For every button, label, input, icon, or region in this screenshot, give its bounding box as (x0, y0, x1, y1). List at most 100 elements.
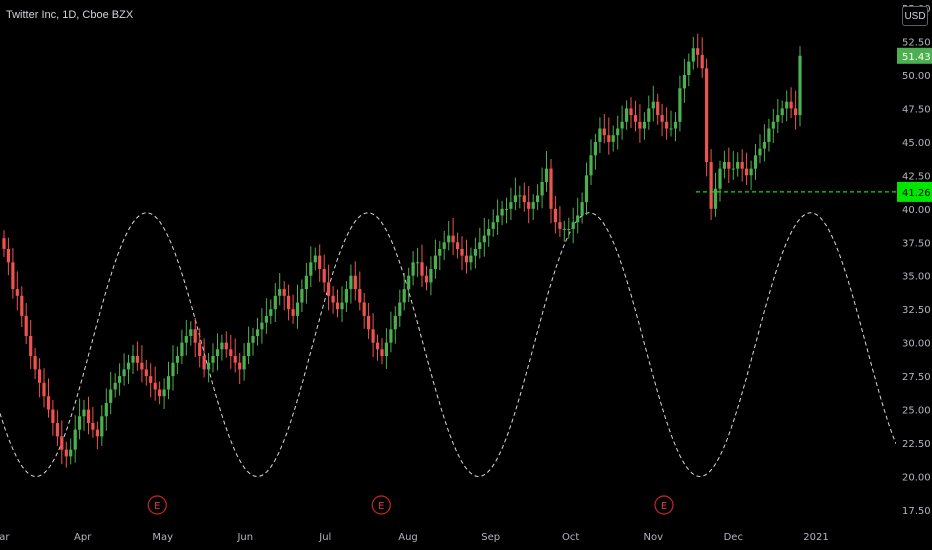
price-tick-label: 45.00 (902, 138, 931, 149)
candle-body (273, 295, 277, 310)
candle-body (420, 262, 424, 276)
candle-body (642, 121, 646, 129)
candle-body (86, 409, 91, 423)
candle-body (389, 329, 393, 343)
price-tick-label: 25.00 (902, 406, 931, 417)
earnings-label: E (661, 501, 667, 512)
last-price-label: 51.43 (902, 52, 931, 63)
candle-body (571, 222, 575, 229)
candle-body (451, 235, 455, 243)
last-price-tag (897, 47, 932, 64)
candle-body (393, 315, 397, 330)
candle-body (700, 54, 704, 69)
candle-body (349, 275, 353, 290)
candle-body (64, 449, 68, 457)
candles (2, 33, 802, 468)
symbol-title[interactable]: Twitter Inc, 1D, Cboe BZX (6, 9, 134, 21)
currency-button[interactable]: USD (902, 6, 928, 26)
candle-body (149, 376, 153, 383)
candle-body (584, 175, 589, 203)
candle-body (242, 356, 246, 370)
candle-body (304, 275, 308, 290)
candle-body (171, 362, 175, 377)
price-tick-label: 22.50 (902, 439, 931, 450)
candle-body (38, 369, 42, 383)
candle-body (753, 155, 758, 169)
candle-body (544, 168, 549, 182)
candle-body (740, 162, 744, 169)
price-axis[interactable]: 17.50 20.00 22.50 25.00 27.50 30.00 32.50 35.00… (896, 0, 932, 550)
candle-body (269, 309, 273, 316)
candle-body (251, 336, 255, 343)
candle-body (731, 168, 735, 170)
candle-body (153, 382, 157, 390)
candle-body (291, 309, 295, 316)
candle-body (785, 101, 789, 109)
candle-body (118, 376, 122, 383)
candle-body (55, 423, 59, 437)
time-axis[interactable]: Mar Apr May Jun Jul Aug Sep Oct Nov Dec 2021 (0, 522, 932, 550)
time-tick-label: Mar (0, 532, 10, 543)
candle-body (567, 228, 571, 230)
candle-body (647, 108, 651, 122)
time-tick-label: Sep (481, 532, 500, 543)
candle-body (202, 356, 206, 370)
candle-body (367, 315, 371, 330)
candle-body (433, 255, 437, 269)
candle-body (162, 389, 166, 397)
candle-body (678, 88, 682, 122)
candle-body (135, 356, 139, 363)
candle-body (496, 215, 500, 223)
candle-body (189, 329, 193, 336)
candle-body (158, 389, 162, 397)
candle-body (282, 289, 286, 296)
candle-body (780, 108, 784, 116)
candle-body (33, 356, 37, 370)
candle-body (691, 48, 695, 62)
candle-body (184, 336, 188, 343)
candle-body (478, 242, 482, 249)
candle-body (144, 369, 148, 377)
candle-body (540, 182, 544, 196)
candle-body (798, 55, 802, 116)
candle-body (398, 302, 402, 316)
candle-body (224, 342, 228, 350)
candle-body (513, 195, 517, 203)
candle-body (309, 262, 313, 276)
candle-body (11, 262, 15, 290)
candle-body (447, 235, 451, 243)
candle-body (531, 202, 535, 209)
candle-body (20, 295, 24, 316)
candle-body (638, 121, 642, 129)
candle-body (656, 101, 660, 116)
earnings-marker (654, 495, 674, 515)
price-tick-label: 42.50 (902, 171, 931, 182)
time-tick-label: Jul (318, 532, 331, 543)
candle-body (247, 342, 251, 356)
candle-body (518, 195, 522, 197)
candle-body (794, 108, 798, 116)
price-tick-label: 17.50 (902, 506, 931, 517)
time-tick-label: Oct (562, 532, 579, 543)
time-tick-label: Nov (644, 532, 664, 543)
candle-body (51, 409, 55, 423)
candle-body (673, 121, 678, 129)
candle-body (238, 362, 242, 370)
candle-body (776, 115, 780, 122)
time-axis-bg (0, 522, 932, 550)
time-tick-label: Aug (398, 532, 418, 543)
candle-body (709, 162, 713, 209)
price-tick-label: 50.00 (902, 71, 931, 82)
candle-body (278, 289, 282, 296)
candle-body (15, 289, 19, 296)
candle-body (509, 202, 513, 209)
candle-body (767, 128, 771, 142)
candle-body (687, 61, 691, 75)
candle-body (69, 449, 73, 457)
candle-body (322, 269, 326, 283)
candle-body (482, 235, 486, 243)
candle-body (607, 135, 611, 142)
candle-body (464, 255, 469, 263)
